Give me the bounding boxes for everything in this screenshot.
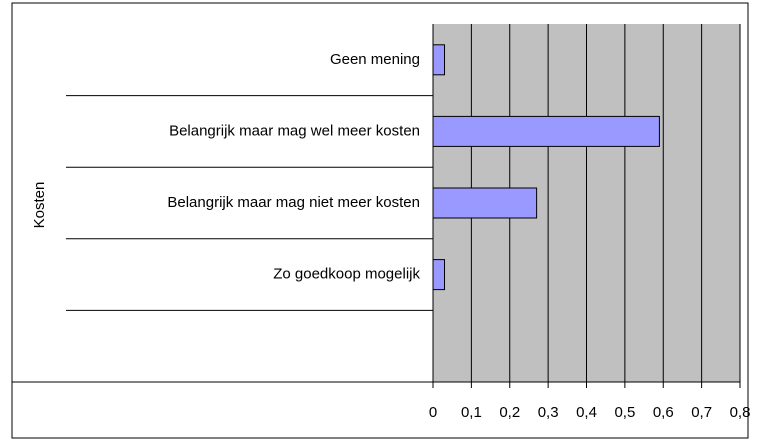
y-tick-label: Belangrijk maar mag wel meer kosten <box>169 122 420 139</box>
x-tick-label: 0,7 <box>691 404 712 421</box>
x-tick-label: 0,1 <box>461 404 482 421</box>
x-tick-label: 0 <box>429 404 437 421</box>
x-tick-label: 0,8 <box>730 404 751 421</box>
x-tick-label: 0,5 <box>614 404 635 421</box>
x-tick-label: 0,3 <box>538 404 559 421</box>
y-axis-title: Kosten <box>31 182 48 229</box>
bar <box>432 187 538 219</box>
x-tick-label: 0,6 <box>653 404 674 421</box>
x-tick-label: 0,4 <box>576 404 597 421</box>
y-tick-label: Geen mening <box>330 51 420 68</box>
bar <box>432 259 446 291</box>
bar <box>432 44 446 76</box>
y-tick-label: Belangrijk maar mag niet meer kosten <box>167 194 420 211</box>
x-tick-label: 0,2 <box>499 404 520 421</box>
y-tick-label: Zo goedkoop mogelijk <box>273 266 420 283</box>
bar <box>432 115 660 147</box>
